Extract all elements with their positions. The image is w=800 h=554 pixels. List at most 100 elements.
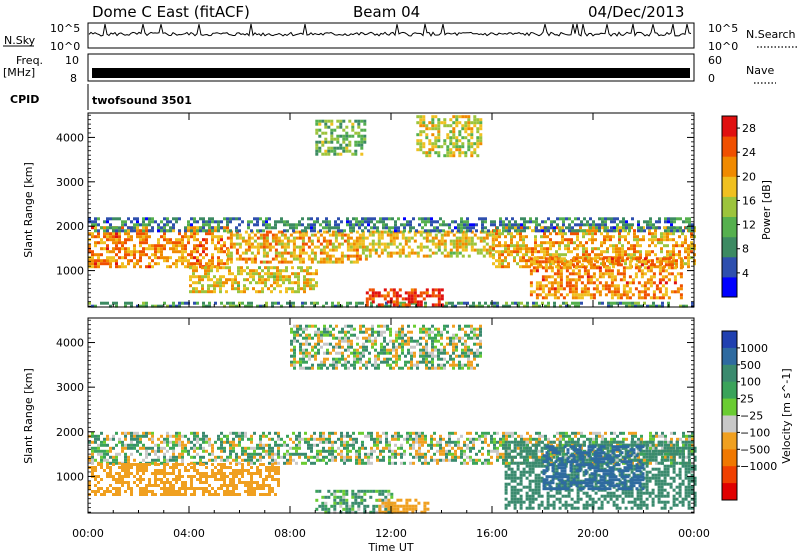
heatmap-cell [458, 242, 462, 246]
heatmap-cell [201, 266, 204, 270]
heatmap-cell [567, 247, 570, 251]
heatmap-cell [586, 272, 590, 276]
heatmap-cell [202, 247, 205, 251]
heatmap-cell [407, 245, 411, 249]
heatmap-cell [154, 475, 157, 478]
heatmap-cell [210, 266, 213, 270]
heatmap-cell [265, 245, 269, 249]
heatmap-cell [355, 458, 358, 462]
heatmap-cell [525, 244, 528, 248]
heatmap-cell [319, 242, 323, 246]
heatmap-cell [502, 434, 505, 438]
heatmap-cell [163, 238, 166, 242]
heatmap-cell [568, 434, 571, 438]
heatmap-cell [424, 458, 427, 462]
heatmap-cell [637, 266, 641, 270]
cpid-value: twofsound 3501 [92, 94, 192, 107]
freq-panel: Freq. [MHz] 10 8 60 0 Nave [3, 53, 776, 85]
heatmap-cell [313, 226, 316, 230]
nsearch-tick-low: 10^0 [708, 40, 738, 53]
heatmap-cell [651, 250, 654, 254]
heatmap-cell [208, 217, 211, 221]
heatmap-cell [418, 446, 421, 450]
heatmap-cell [443, 248, 447, 252]
heatmap-cell [106, 458, 109, 462]
heatmap-cell [565, 434, 568, 438]
heatmap-cell [205, 472, 208, 475]
heatmap-cell [373, 223, 376, 227]
heatmap-cell [415, 229, 418, 233]
heatmap-cell [449, 148, 453, 152]
heatmap-cell [139, 437, 142, 441]
heatmap-cell [106, 472, 109, 475]
heatmap-cell [240, 290, 243, 294]
heatmap-cell [199, 487, 202, 490]
heatmap-cell [679, 266, 683, 270]
heatmap-cell [322, 260, 326, 264]
heatmap-cell [292, 251, 296, 255]
heatmap-cell [226, 223, 229, 227]
heatmap-cell [238, 233, 242, 237]
heatmap-cell [225, 281, 228, 285]
heatmap-cell [640, 437, 643, 441]
heatmap-cell [94, 223, 97, 227]
heatmap-cell [592, 272, 596, 276]
heatmap-cell [192, 269, 195, 273]
heatmap-cell [391, 455, 394, 459]
heatmap-cell [428, 254, 432, 258]
heatmap-cell [523, 220, 526, 224]
heatmap-cell [276, 269, 279, 273]
heatmap-cell [130, 437, 133, 441]
heatmap-cell [598, 223, 601, 227]
heatmap-cell [654, 229, 657, 233]
heatmap-cell [346, 248, 350, 252]
heatmap-cell [484, 458, 487, 462]
heatmap-cell [163, 469, 166, 472]
heatmap-cell [268, 217, 271, 221]
heatmap-cell [349, 437, 352, 441]
heatmap-cell [292, 304, 295, 308]
heatmap-cell [238, 461, 241, 465]
heatmap-cell [319, 248, 323, 252]
heatmap-cell [139, 490, 142, 493]
heatmap-cell [328, 440, 331, 444]
heatmap-cell [594, 232, 597, 236]
heatmap-cell [556, 223, 559, 227]
heatmap-cell [558, 232, 561, 236]
heatmap-cell [330, 149, 334, 153]
heatmap-cell [523, 226, 526, 230]
heatmap-cell [267, 278, 270, 282]
heatmap-cell [274, 254, 278, 258]
heatmap-cell [193, 455, 196, 459]
heatmap-cell [202, 301, 205, 305]
heatmap-cell [648, 244, 651, 248]
heatmap-cell [198, 290, 201, 294]
heatmap-cell [319, 260, 323, 264]
heatmap-cell [544, 269, 548, 273]
heatmap-cell [502, 229, 505, 233]
heatmap-cell [91, 458, 94, 462]
heatmap-cell [217, 235, 220, 239]
heatmap-cell [166, 220, 169, 224]
heatmap-cell [139, 475, 142, 478]
heatmap-cell [455, 239, 459, 243]
heatmap-cell [457, 223, 460, 227]
heatmap-cell [391, 437, 394, 441]
heatmap-cell [154, 304, 157, 308]
heatmap-cell [549, 232, 552, 236]
heatmap-cell [112, 434, 115, 438]
heatmap-cell [601, 220, 604, 224]
heatmap-cell [352, 437, 355, 441]
heatmap-cell [240, 272, 243, 276]
heatmap-cell [385, 226, 388, 230]
heatmap-cell [151, 259, 154, 263]
heatmap-cell [136, 223, 139, 227]
heatmap-cell [667, 278, 671, 282]
heatmap-cell [475, 304, 478, 308]
heatmap-cell [516, 244, 519, 248]
heatmap-cell [579, 256, 582, 260]
heatmap-cell [388, 446, 391, 450]
heatmap-cell [595, 226, 598, 230]
heatmap-cell [367, 455, 370, 459]
heatmap-cell [298, 443, 301, 447]
